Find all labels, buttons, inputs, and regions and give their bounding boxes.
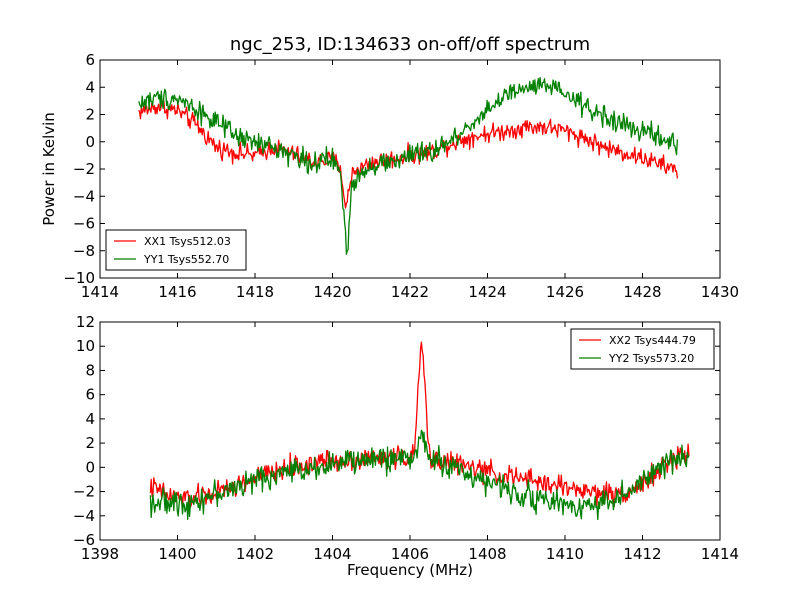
subplot-1: 1414 1416 1418 1420 1422 1424 1426 1428 1430 −10 −… — [63, 51, 739, 301]
x-axis-label: Frequency (MHz) — [346, 561, 474, 579]
x-tick-label: 1428 — [623, 283, 661, 301]
y-tick-label: 2 — [85, 434, 95, 452]
chart-title: ngc_253, ID:134633 on-off/off spectrum — [229, 34, 591, 55]
subplot-2: 1398 1400 1402 1404 1406 1408 1410 1412 1414 −6 −4… — [73, 313, 739, 563]
x-tick-label: 1422 — [391, 283, 429, 301]
y-tick-label: −6 — [73, 531, 95, 549]
y-tick-label: −2 — [73, 160, 95, 178]
series-line-2-2 — [149, 429, 690, 521]
y-tick-label: 4 — [85, 78, 95, 96]
x-tick-label: 1402 — [236, 545, 274, 563]
y-tick-label: 8 — [85, 361, 95, 379]
y-tick-label: 6 — [85, 51, 95, 69]
x-tick-label: 1414 — [81, 283, 119, 301]
legend-2: XX2 Tsys444.79 YY2 Tsys573.20 — [570, 328, 715, 370]
y-tick-label: 0 — [85, 458, 95, 476]
y-tick-label: 0 — [85, 133, 95, 151]
series-line-1-2 — [138, 76, 679, 255]
x-tick-label: 1416 — [158, 283, 196, 301]
x-tick-label: 1410 — [546, 545, 584, 563]
x-tick-label: 1424 — [468, 283, 506, 301]
y-tick-label: 2 — [85, 106, 95, 124]
y-tick-label: −8 — [73, 242, 95, 260]
x-tick-label: 1398 — [81, 545, 119, 563]
x-tick-label: 1426 — [546, 283, 584, 301]
y-tick-label: −4 — [73, 507, 95, 525]
x-tick-label: 1412 — [623, 545, 661, 563]
legend-label: XX1 Tsys512.03 — [144, 235, 231, 248]
legend-label: YY2 Tsys573.20 — [608, 352, 694, 365]
y-tick-label: −2 — [73, 483, 95, 501]
y-tick-label: 10 — [76, 337, 95, 355]
x-tick-label: 1418 — [236, 283, 274, 301]
legend-label: YY1 Tsys552.70 — [143, 253, 229, 266]
y-tick-label: −4 — [73, 187, 95, 205]
legend-box — [570, 328, 715, 370]
y-tick-label: −6 — [73, 215, 95, 233]
x-tick-label: 1430 — [701, 283, 739, 301]
x-tick-label: 1406 — [391, 545, 429, 563]
legend-label: XX2 Tsys444.79 — [609, 334, 696, 347]
legend-box — [105, 229, 247, 271]
x-tick-label: 1404 — [313, 545, 351, 563]
legend-1: XX1 Tsys512.03 YY1 Tsys552.70 — [105, 229, 247, 271]
series-line-1-1 — [138, 100, 679, 209]
y-tick-label: −10 — [63, 269, 95, 287]
x-tick-label: 1420 — [313, 283, 351, 301]
x-tick-label: 1400 — [158, 545, 196, 563]
x-tick-label: 1414 — [701, 545, 739, 563]
y-tick-label: 4 — [85, 410, 95, 428]
y-tick-label: 12 — [76, 313, 95, 331]
y-tick-label: 6 — [85, 386, 95, 404]
x-tick-label: 1408 — [468, 545, 506, 563]
